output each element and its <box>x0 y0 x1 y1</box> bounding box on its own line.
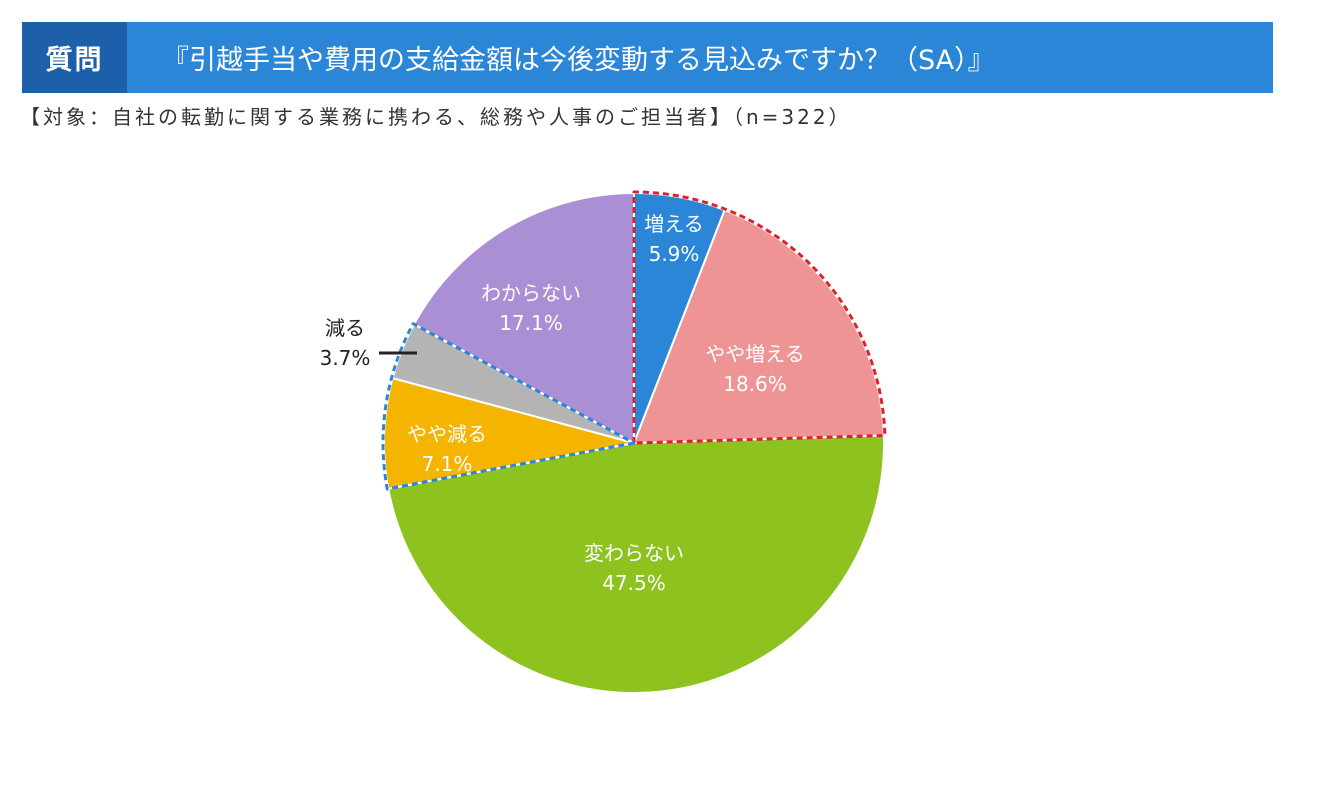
survey-target-subtitle: 【対象：自社の転勤に関する業務に携わる、総務や人事のご担当者】（n=322） <box>20 105 852 129</box>
slice-label-2: やや増える <box>705 342 804 366</box>
slice-value-5: 3.7% <box>320 346 371 370</box>
increase-group-outline <box>632 190 887 445</box>
slice-label-1: 増える <box>644 212 703 236</box>
question-title: 『引越手当や費用の支給金額は今後変動する見込みですか？（SA）』 <box>162 45 995 76</box>
pie-slice-6 <box>412 191 635 445</box>
slice-value-3: 47.5% <box>602 571 666 595</box>
slice-label-3: 変わらない <box>584 541 684 565</box>
decrease-group-outline <box>381 322 636 491</box>
slice-label-6: わからない <box>481 281 581 305</box>
pie-slice-3 <box>387 434 885 694</box>
question-header: 質問 『引越手当や費用の支給金額は今後変動する見込みですか？（SA）』 <box>22 22 1273 93</box>
slice-value-2: 18.6% <box>723 372 787 396</box>
slice-label-4: やや減る <box>407 422 487 446</box>
slice-label-5: 減る <box>325 316 365 340</box>
slice-value-6: 17.1% <box>499 311 563 335</box>
slice-value-4: 7.1% <box>422 452 473 476</box>
slice-value-1: 5.9% <box>649 242 700 266</box>
question-tag: 質問 <box>22 22 127 93</box>
